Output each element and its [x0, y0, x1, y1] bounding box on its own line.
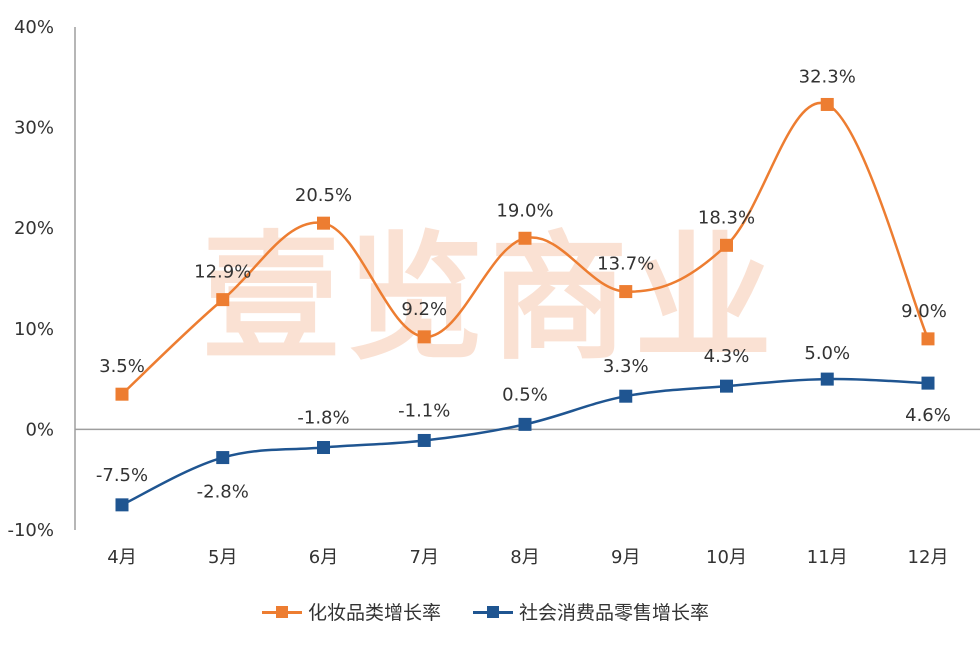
y-tick-label: 0% [25, 419, 54, 440]
data-point [115, 387, 129, 401]
data-point [921, 332, 935, 346]
legend-label-retail: 社会消费品零售增长率 [519, 602, 710, 624]
x-tick-label: 4月 [107, 547, 136, 568]
x-tick-label: 11月 [807, 547, 848, 568]
data-label: 18.3% [698, 207, 755, 228]
data-point [619, 389, 633, 403]
legend-item-retail: 社会消费品零售增长率 [473, 598, 709, 625]
data-label: 13.7% [597, 254, 654, 275]
data-point [720, 379, 733, 393]
data-label: 3.5% [99, 356, 145, 377]
data-point [317, 216, 330, 230]
y-tick-label: 20% [14, 218, 54, 239]
data-label: 12.9% [194, 262, 251, 283]
x-tick-label: 5月 [208, 547, 237, 568]
chart-axes: 40% 30% 20% 10% 0% -10% 4月 5月 6月 7月 8月 9月 10月 11月 12月 [7, 17, 980, 568]
data-label: 32.3% [799, 66, 856, 87]
data-label: 19.0% [496, 200, 553, 221]
data-point [518, 417, 532, 431]
data-label: 0.5% [502, 384, 548, 405]
x-tick-label: 10月 [706, 547, 747, 568]
x-tick-label: 12月 [908, 547, 949, 568]
data-label: -1.1% [398, 400, 450, 421]
data-point [216, 451, 230, 465]
data-label: -1.8% [297, 408, 349, 429]
x-tick-label: 9月 [611, 547, 640, 568]
chart-series [115, 97, 935, 512]
data-label: 5.0% [804, 343, 850, 364]
watermark-text: 壹览商业 [202, 218, 778, 379]
data-label: 4.6% [905, 405, 951, 426]
x-tick-label: 7月 [410, 547, 439, 568]
data-point [619, 285, 633, 299]
data-point [518, 231, 532, 245]
watermark: 壹览商业 [202, 218, 778, 379]
data-point [820, 97, 834, 111]
data-label: 4.3% [704, 346, 750, 367]
legend-swatch-cosmetics [262, 605, 302, 618]
y-tick-label: -10% [7, 520, 54, 541]
data-point [820, 372, 834, 386]
data-label: 3.3% [603, 356, 649, 377]
data-label: 20.5% [295, 185, 352, 206]
data-label: 9.2% [401, 299, 447, 320]
data-label: 9.0% [901, 301, 947, 322]
y-tick-label: 30% [14, 118, 54, 139]
x-tick-label: 6月 [309, 547, 338, 568]
data-label: -7.5% [96, 465, 148, 486]
legend-item-cosmetics: 化妆品类增长率 [262, 598, 441, 625]
line-chart: 壹览商业 40% 30% 20% 10% 0% -10% 4月 5月 6月 7月 8月 9月 10月 11… [7, 17, 980, 568]
data-point [417, 433, 431, 447]
y-tick-label: 40% [14, 17, 54, 38]
data-point [417, 330, 431, 344]
data-point [317, 441, 330, 455]
legend-swatch-retail [473, 605, 514, 618]
data-label: -2.8% [197, 482, 249, 503]
data-labels: 3.5% 12.9% 20.5% 9.2% 19.0% 13.7% 18.3% 32.3% 9.… [96, 66, 951, 502]
data-point [720, 238, 733, 252]
x-tick-label: 8月 [510, 547, 539, 568]
chart-legend: 化妆品类增长率 社会消费品零售增长率 [262, 598, 709, 625]
y-tick-label: 10% [14, 319, 54, 340]
data-point [216, 293, 230, 307]
data-point [115, 498, 129, 512]
data-point [921, 376, 935, 390]
legend-label-cosmetics: 化妆品类增长率 [308, 602, 442, 624]
